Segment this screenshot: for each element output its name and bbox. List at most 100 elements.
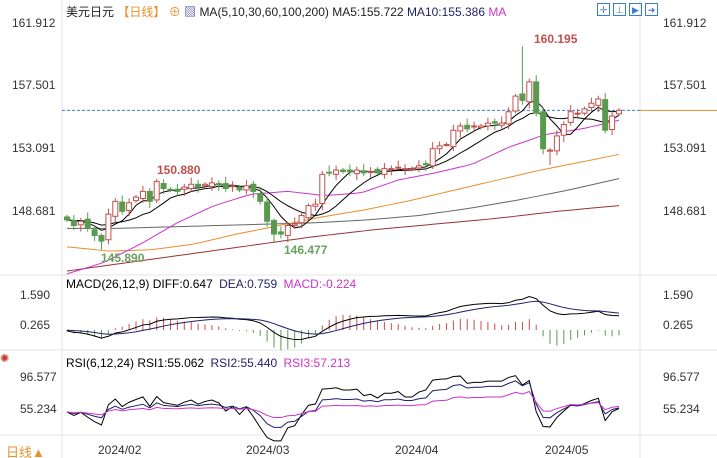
rsi-tick-right: 96.577: [663, 370, 700, 384]
rsi1-value: RSI1:55.062: [137, 356, 205, 370]
macd-value: MACD:-0.224: [283, 277, 357, 291]
ma10-line: [66, 111, 620, 226]
candle-up: [616, 109, 622, 115]
zoom-fit-icon[interactable]: ⊥: [613, 3, 626, 16]
candle-down: [277, 231, 284, 235]
candle-down: [64, 216, 70, 221]
candle-down: [119, 201, 126, 212]
ma60-line: [66, 153, 620, 252]
macd-title: MACD(26,12,9): [66, 277, 150, 291]
candle-down: [340, 169, 346, 172]
candle-down: [271, 220, 277, 235]
price-tick-right: 153.091: [663, 141, 707, 155]
candle-up: [498, 122, 505, 126]
candle-up: [595, 98, 602, 106]
candle-up: [526, 81, 533, 103]
low1-annotation: 145.890: [101, 251, 145, 265]
month-label: 2024/04: [395, 443, 439, 457]
candle-up: [436, 145, 443, 150]
month-label: 2024/03: [246, 443, 290, 457]
chart-header: 美元日元 【日线】 ⊕ ▧ MA(5,10,30,60,100,200) MA5…: [66, 3, 506, 20]
candle-down: [195, 183, 202, 188]
high-annotation: 160.195: [534, 32, 578, 46]
candle-up: [298, 215, 305, 224]
ma200-line: [66, 205, 620, 272]
candle-up: [381, 168, 388, 175]
candle-up: [77, 220, 84, 226]
candle-up: [429, 148, 436, 167]
crosshair-icon[interactable]: ✛: [597, 3, 610, 16]
candle-up: [319, 173, 326, 204]
candle-up: [395, 166, 402, 169]
candle-up: [553, 135, 560, 152]
period-button[interactable]: 日线▲: [6, 445, 45, 458]
rsi2-line: [66, 380, 620, 428]
candle-up: [415, 165, 422, 169]
candle-up: [126, 202, 133, 212]
price-tick-right: 157.501: [663, 78, 707, 92]
settings-icon[interactable]: ✺: [0, 353, 10, 365]
month-label: 2024/05: [545, 443, 589, 457]
candle-up: [229, 185, 236, 188]
candle-down: [346, 169, 353, 172]
candle-down: [215, 183, 222, 186]
candle-down: [491, 121, 498, 124]
candle-up: [409, 168, 415, 171]
symbol-name: 美元日元: [66, 5, 115, 19]
ma5-line: [66, 100, 620, 231]
candle-down: [257, 193, 264, 202]
month-label: 2024/02: [98, 443, 142, 457]
candle-down: [326, 171, 333, 174]
macd-tick-left: 1.590: [20, 288, 51, 302]
candle-up: [512, 95, 519, 112]
macd-tick-right: 0.265: [663, 318, 694, 332]
candle-up: [567, 111, 574, 123]
rsi3-line: [66, 390, 620, 419]
candle-down: [519, 93, 526, 101]
price-tick-right: 148.681: [663, 204, 707, 218]
ma-params[interactable]: MA(5,10,30,60,100,200): [199, 5, 329, 19]
candle-up: [112, 200, 119, 217]
rsi-header: RSI(6,12,24) RSI1:55.062 RSI2:55.440 RSI…: [66, 356, 350, 370]
rsi-tick-left: 96.577: [20, 370, 57, 384]
ma5-value: MA5:155.722: [332, 5, 404, 19]
candle-down: [174, 188, 181, 192]
candle-up: [291, 223, 298, 227]
candle-up: [484, 122, 491, 127]
candle-up: [139, 190, 146, 199]
macd-diff: DIFF:0.647: [152, 277, 213, 291]
candle-down: [91, 229, 98, 236]
ma10-value: MA10:155.386: [406, 5, 485, 19]
candle-down: [374, 168, 381, 174]
candle-down: [250, 183, 257, 192]
price-tick-left: 148.681: [12, 204, 56, 218]
exit-icon[interactable]: ➜: [645, 3, 658, 16]
macd-tick-left: 0.265: [20, 318, 51, 332]
period-label[interactable]: 【日线】: [117, 5, 166, 19]
low2-annotation: 146.477: [284, 243, 328, 257]
candle-up: [181, 186, 188, 190]
candle-down: [464, 124, 471, 130]
candle-up: [471, 125, 478, 128]
candle-up: [609, 115, 616, 131]
candle-up: [305, 205, 312, 219]
add-icon[interactable]: ⊕: [168, 5, 181, 19]
indicator-icon[interactable]: ▧: [184, 5, 197, 19]
candle-down: [602, 99, 609, 131]
candle-up: [153, 180, 160, 201]
rsi-tick-right: 55.234: [663, 402, 700, 416]
diff-line: [66, 295, 620, 341]
candle-up: [478, 125, 484, 128]
candle-up: [443, 143, 450, 146]
candle-up: [402, 168, 409, 171]
candle-down: [160, 183, 167, 190]
play-icon[interactable]: ▶: [629, 3, 642, 16]
rsi3-value: RSI3:57.213: [283, 356, 351, 370]
rsi-title: RSI(6,12,24): [66, 356, 135, 370]
high1-annotation: 150.880: [157, 163, 201, 177]
candle-up: [560, 124, 567, 136]
candle-up: [202, 183, 208, 187]
candle-up: [450, 129, 457, 148]
